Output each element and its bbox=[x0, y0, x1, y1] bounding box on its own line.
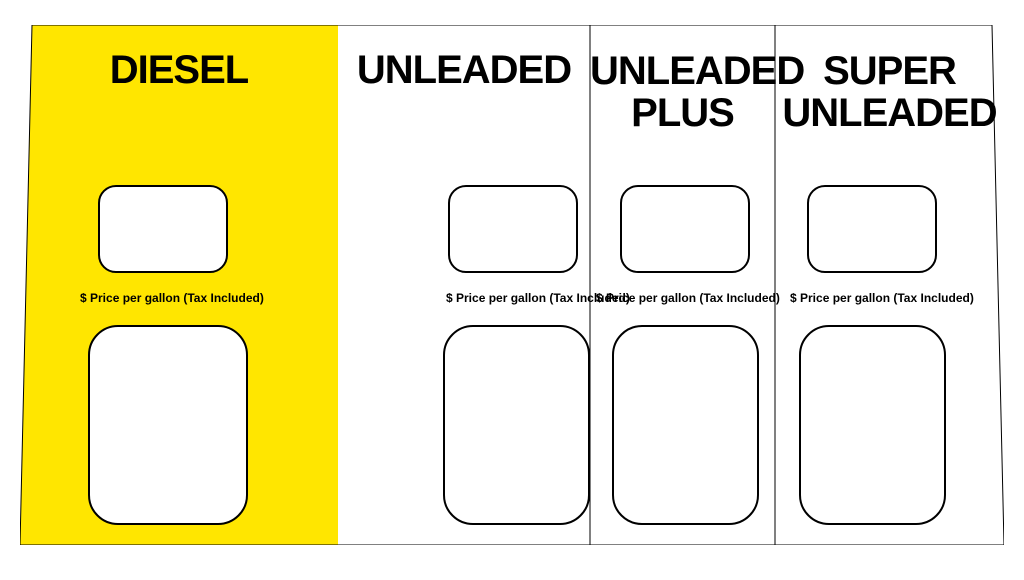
selection-window-unleaded[interactable] bbox=[443, 325, 590, 525]
title-line-1: SUPER bbox=[823, 49, 956, 93]
fuel-column-diesel: DIESEL $ Price per gallon (Tax Included) bbox=[20, 25, 338, 545]
fuel-pump-panel: DIESEL $ Price per gallon (Tax Included)… bbox=[20, 25, 1004, 545]
price-window-unleaded bbox=[448, 185, 578, 273]
price-window-unleaded-plus bbox=[620, 185, 750, 273]
selection-window-super-unleaded[interactable] bbox=[799, 325, 946, 525]
fuel-column-unleaded-plus: UNLEADED PLUS $ Price per gallon (Tax In… bbox=[590, 25, 775, 545]
price-label-super-unleaded: $ Price per gallon (Tax Included) bbox=[790, 291, 974, 305]
fuel-title-unleaded-plus: UNLEADED PLUS bbox=[590, 50, 775, 134]
price-label-diesel: $ Price per gallon (Tax Included) bbox=[80, 291, 264, 305]
fuel-column-unleaded: UNLEADED $ Price per gallon (Tax Include… bbox=[338, 25, 590, 545]
title-line-2: UNLEADED bbox=[782, 91, 996, 135]
fuel-column-super-unleaded: SUPER UNLEADED $ Price per gallon (Tax I… bbox=[775, 25, 1004, 545]
price-label-unleaded-plus: $ Price per gallon (Tax Included) bbox=[596, 291, 780, 305]
fuel-title-super-unleaded: SUPER UNLEADED bbox=[775, 50, 1004, 134]
selection-window-diesel[interactable] bbox=[88, 325, 248, 525]
fuel-title-diesel: DIESEL bbox=[20, 50, 338, 90]
price-window-super-unleaded bbox=[807, 185, 937, 273]
selection-window-unleaded-plus[interactable] bbox=[612, 325, 759, 525]
title-line-2: PLUS bbox=[631, 91, 734, 135]
title-line-1: UNLEADED bbox=[590, 49, 804, 93]
price-window-diesel bbox=[98, 185, 228, 273]
fuel-title-unleaded: UNLEADED bbox=[338, 50, 590, 90]
